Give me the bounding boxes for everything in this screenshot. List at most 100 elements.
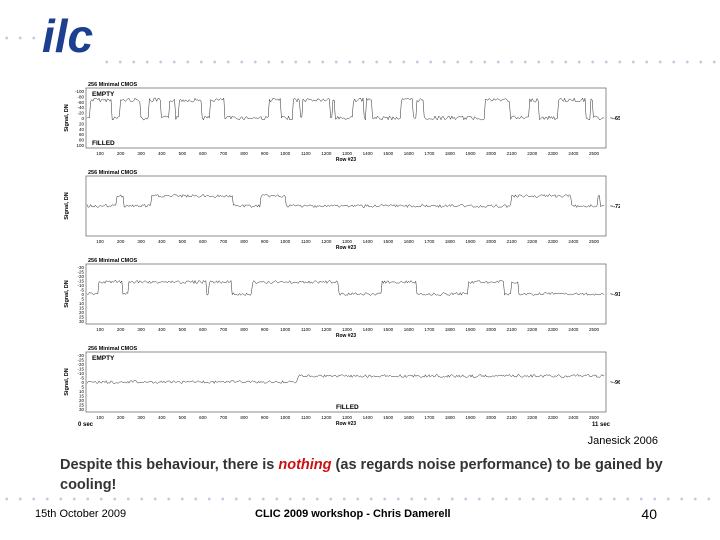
- panel-xtick: 2500: [589, 151, 600, 156]
- time-start-label: 0 sec: [78, 422, 94, 428]
- panel-xtick: 1200: [321, 239, 332, 244]
- panel-xtick: 1100: [301, 151, 311, 156]
- panel-xtick: 2100: [507, 327, 518, 332]
- panel-xtick: 1800: [445, 151, 456, 156]
- panel-ytick: 40: [79, 127, 85, 132]
- panel-xtick: 2400: [568, 327, 579, 332]
- panel-ytick: -15: [77, 279, 84, 284]
- panel-xtick: 1300: [342, 327, 353, 332]
- annotation-filled: FILLED: [92, 140, 115, 147]
- panel-ytick: 5: [81, 385, 84, 390]
- panel-temperature: ~-96°C: [610, 380, 620, 386]
- panel-xtick: 2300: [548, 151, 559, 156]
- ilc-logo: ilc: [42, 10, 93, 62]
- panel-xtick: 400: [158, 151, 166, 156]
- panel-xtick: 1200: [321, 327, 332, 332]
- panel-xtick: 800: [240, 151, 248, 156]
- panel-ytick: -40: [77, 105, 84, 110]
- panel-xtick: 2100: [507, 151, 518, 156]
- panel-frame: [85, 263, 607, 325]
- panel-xtick: 1600: [404, 415, 415, 420]
- panel-ytick: -10: [77, 283, 84, 288]
- panel-xtick: 1600: [404, 151, 415, 156]
- panel-xtick: 200: [117, 239, 125, 244]
- panel-xtick: 100: [96, 327, 104, 332]
- panel-xtick: 1700: [424, 151, 435, 156]
- panel-xtick: 2500: [589, 415, 600, 420]
- panel-ytick: 25: [79, 403, 85, 408]
- panel-xtick: 1500: [383, 151, 394, 156]
- panel-xtick: 1800: [445, 239, 456, 244]
- panel-ytick: 20: [79, 310, 85, 315]
- panel-ytick: 80: [79, 138, 85, 143]
- panel-xtick: 1600: [404, 239, 415, 244]
- panel-xtick: 800: [240, 327, 248, 332]
- panel-frame: [85, 351, 607, 413]
- panel-xlabel: Row #23: [336, 245, 357, 251]
- panel-xtick: 400: [158, 327, 166, 332]
- panel-xtick: 500: [179, 327, 187, 332]
- panel-xlabel: Row #23: [336, 157, 357, 163]
- panel-trace: [86, 374, 605, 385]
- panel-ytick: -15: [77, 367, 84, 372]
- panel-xtick: 2000: [486, 327, 497, 332]
- panel-ytick: -60: [77, 100, 84, 105]
- panel-ytick: -30: [77, 353, 84, 358]
- panel-ytick: 100: [76, 143, 84, 148]
- panel-xtick: 1500: [383, 415, 394, 420]
- panel-ytick: 0: [81, 380, 84, 385]
- panel-xtick: 1400: [363, 415, 374, 420]
- annotation-empty: EMPTY: [92, 355, 115, 362]
- panel-ytick: 10: [79, 389, 85, 394]
- panel-ytick: -5: [80, 288, 84, 293]
- panel-xtick: 100: [96, 151, 104, 156]
- panel-xtick: 600: [199, 239, 207, 244]
- ilc-logo-text: ilc: [42, 10, 93, 62]
- panel-xtick: 1900: [465, 415, 476, 420]
- panel-temperature: ~-72°C: [610, 204, 620, 210]
- panel-ytick: 15: [79, 306, 85, 311]
- panel-xtick: 2400: [568, 415, 579, 420]
- panel-xtick: 2100: [507, 415, 518, 420]
- panel-xlabel: Row #23: [336, 333, 357, 339]
- panel-xtick: 1400: [363, 327, 374, 332]
- panel-xtick: 1300: [342, 415, 353, 420]
- panel-ytick: 0: [81, 292, 84, 297]
- panel-xtick: 600: [199, 415, 207, 420]
- panel-title: 256 Minimal CMOS: [88, 82, 138, 88]
- panel-ytick: -30: [77, 265, 84, 270]
- slide-caption: Despite this behaviour, there is nothing…: [60, 455, 670, 495]
- panel-ytick: 20: [79, 398, 85, 403]
- panel-xtick: 200: [117, 415, 125, 420]
- panel-xtick: 2200: [527, 239, 538, 244]
- panel-xtick: 1300: [342, 151, 353, 156]
- panel-xtick: 1500: [383, 239, 394, 244]
- panel-ytick: -25: [77, 270, 84, 275]
- panel-xtick: 900: [261, 415, 269, 420]
- panel-xtick: 100: [96, 239, 104, 244]
- panel-xtick: 1500: [383, 327, 394, 332]
- image-credit: Janesick 2006: [587, 435, 658, 447]
- panel-xtick: 1000: [280, 415, 291, 420]
- panel-temperature: ~-91°C: [610, 292, 620, 298]
- panel-xtick: 500: [179, 239, 187, 244]
- panel-xtick: 500: [179, 415, 187, 420]
- panel-ytick: 5: [81, 297, 84, 302]
- panel-xtick: 1700: [424, 239, 435, 244]
- panel-xtick: 800: [240, 415, 248, 420]
- panel-xtick: 1700: [424, 327, 435, 332]
- panel-ytick: 25: [79, 315, 85, 320]
- panel-xtick: 900: [261, 327, 269, 332]
- panel-xtick: 1200: [321, 415, 332, 420]
- panel-xtick: 400: [158, 415, 166, 420]
- panel-xtick: 300: [137, 327, 145, 332]
- caption-text-before: Despite this behaviour, there is: [60, 457, 279, 473]
- panel-xtick: 1200: [321, 151, 332, 156]
- panel-xtick: 700: [220, 415, 228, 420]
- panel-xtick: 2300: [548, 415, 559, 420]
- panel-xtick: 2500: [589, 327, 600, 332]
- panel-xtick: 300: [137, 239, 145, 244]
- panel-xtick: 2200: [527, 415, 538, 420]
- panel-xtick: 600: [199, 151, 207, 156]
- panel-ytick: -5: [80, 376, 84, 381]
